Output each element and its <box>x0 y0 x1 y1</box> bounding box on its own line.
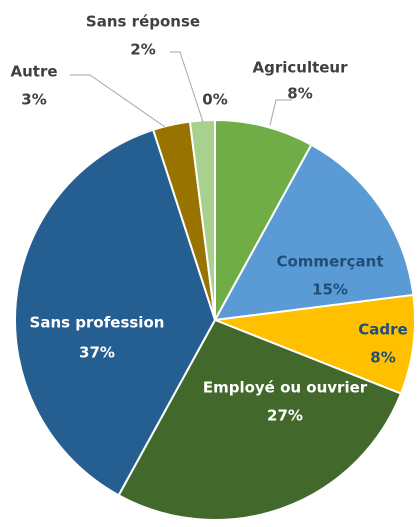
slice-label: Sans réponse <box>86 13 200 31</box>
pie-slice <box>117 318 403 521</box>
slice-label: Employé ou ouvrier <box>203 379 368 397</box>
slice-label: Cadre <box>358 321 407 339</box>
slice-value-label: 27% <box>267 407 303 425</box>
leader-line <box>170 51 204 123</box>
slice-value-label: 0% <box>202 91 227 109</box>
pie-slice <box>213 143 415 322</box>
slice-label: Commerçant <box>276 253 383 271</box>
pie-slice <box>214 293 416 395</box>
slice-value-label: 8% <box>370 349 395 367</box>
pie-slice <box>14 128 217 497</box>
slice-value-label: 37% <box>79 344 115 362</box>
pie-slice <box>214 118 313 321</box>
slice-value-label: 8% <box>287 85 312 103</box>
slice-label: Autre <box>10 63 57 81</box>
leader-line <box>70 74 166 128</box>
slice-value-label: 2% <box>130 41 155 59</box>
slice-label: Sans profession <box>30 314 165 332</box>
slice-label: Agriculteur <box>252 59 348 77</box>
leader-line <box>269 99 292 126</box>
slice-value-label: 3% <box>21 91 46 109</box>
slice-value-label: 15% <box>312 281 348 299</box>
